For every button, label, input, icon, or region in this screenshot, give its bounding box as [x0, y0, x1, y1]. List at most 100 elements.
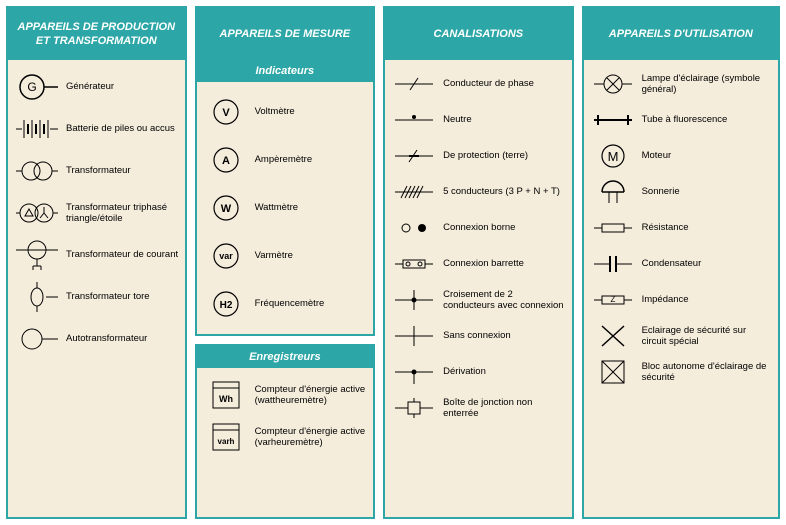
label: Transformateur tore: [66, 291, 150, 302]
strip-icon: [391, 249, 437, 279]
item-boite: Boîte de jonction non enterrée: [389, 390, 567, 426]
item-resistance: Résistance: [588, 210, 774, 246]
item-tube: Tube à fluorescence: [588, 102, 774, 138]
item-wattmetre: W Wattmètre: [201, 184, 370, 232]
item-impedance: Z Impédance: [588, 282, 774, 318]
item-derivation: Dérivation: [389, 354, 567, 390]
item-transfo-triphase: Transformateur triphasé triangle/étoile: [12, 192, 181, 234]
col3-items: Conducteur de phase Neutre De protection…: [385, 60, 571, 517]
tore-transformer-icon: [14, 280, 60, 314]
motor-icon: M: [590, 141, 636, 171]
label: Compteur d'énergie active (wattheuremètr…: [255, 384, 368, 407]
label: Fréquencemètre: [255, 298, 325, 309]
label: Connexion borne: [443, 222, 515, 233]
col2-header: APPAREILS DE MESURE: [197, 8, 374, 60]
col-mesure: APPAREILS DE MESURE Indicateurs V Voltmè…: [195, 6, 376, 519]
svg-text:A: A: [222, 155, 230, 167]
label: Moteur: [642, 150, 672, 161]
col-utilisation: APPAREILS D'UTILISATION Lampe d'éclairag…: [582, 6, 780, 519]
item-transfo: Transformateur: [12, 150, 181, 192]
item-bloc-autonome: Bloc autonome d'éclairage de sécurité: [588, 354, 774, 390]
enregistreurs-items: Wh Compteur d'énergie active (wattheurem…: [197, 368, 374, 517]
item-lampe: Lampe d'éclairage (symbole général): [588, 66, 774, 102]
item-amperemetre: A Ampèremètre: [201, 136, 370, 184]
svg-text:Wh: Wh: [219, 394, 233, 404]
varh-meter-icon: varh: [203, 420, 249, 454]
svg-text:V: V: [222, 107, 230, 119]
svg-text:G: G: [27, 80, 36, 94]
col1-items: G Générateur Batterie de piles ou accus …: [8, 60, 185, 517]
item-condensateur: Condensateur: [588, 246, 774, 282]
label: Wattmètre: [255, 202, 298, 213]
sub-indicateurs: Indicateurs: [197, 60, 374, 82]
item-transfo-tore: Transformateur tore: [12, 276, 181, 318]
sub-enregistreurs: Enregistreurs: [197, 346, 374, 368]
label: Autotransformateur: [66, 333, 147, 344]
col1-header: APPAREILS DE PRODUCTION ET TRANSFORMATIO…: [8, 8, 185, 60]
no-conn-icon: [391, 321, 437, 351]
freqmeter-icon: H2: [203, 287, 249, 321]
terminal-icon: [391, 213, 437, 243]
label: Impédance: [642, 294, 689, 305]
phase-icon: [391, 69, 437, 99]
col-canalisations: CANALISATIONS Conducteur de phase Neutre…: [383, 6, 573, 519]
impedance-icon: Z: [590, 285, 636, 315]
col3-header: CANALISATIONS: [385, 8, 571, 60]
item-borne: Connexion borne: [389, 210, 567, 246]
neutral-icon: [391, 105, 437, 135]
item-voltmetre: V Voltmètre: [201, 88, 370, 136]
label: Conducteur de phase: [443, 78, 534, 89]
ammeter-icon: A: [203, 143, 249, 177]
item-phase: Conducteur de phase: [389, 66, 567, 102]
item-transfo-courant: Transformateur de courant: [12, 234, 181, 276]
security-light-icon: [590, 321, 636, 351]
label: Sans connexion: [443, 330, 511, 341]
lamp-icon: [590, 69, 636, 99]
item-generateur: G Générateur: [12, 66, 181, 108]
item-terre: De protection (terre): [389, 138, 567, 174]
crossing-conn-icon: [391, 285, 437, 315]
col4-header: APPAREILS D'UTILISATION: [584, 8, 778, 60]
label: Résistance: [642, 222, 689, 233]
item-varmetre: var Varmètre: [201, 232, 370, 280]
voltmeter-icon: V: [203, 95, 249, 129]
label: Bloc autonome d'éclairage de sécurité: [642, 361, 772, 384]
label: Neutre: [443, 114, 472, 125]
label: Batterie de piles ou accus: [66, 123, 175, 134]
current-transformer-icon: [14, 238, 60, 272]
col-production: APPAREILS DE PRODUCTION ET TRANSFORMATIO…: [6, 6, 187, 519]
label: Connexion barrette: [443, 258, 524, 269]
item-batterie: Batterie de piles ou accus: [12, 108, 181, 150]
item-eclairage-sec: Eclairage de sécurité sur circuit spécia…: [588, 318, 774, 354]
item-moteur: M Moteur: [588, 138, 774, 174]
svg-text:W: W: [220, 203, 231, 215]
svg-text:Z: Z: [610, 295, 615, 304]
earth-icon: [391, 141, 437, 171]
item-wh: Wh Compteur d'énergie active (wattheurem…: [201, 374, 370, 416]
item-frequencemetre: H2 Fréquencemètre: [201, 280, 370, 328]
label: Tube à fluorescence: [642, 114, 728, 125]
junction-box-icon: [391, 393, 437, 423]
label: Eclairage de sécurité sur circuit spécia…: [642, 325, 772, 348]
resistor-icon: [590, 213, 636, 243]
label: Voltmètre: [255, 106, 295, 117]
label: Dérivation: [443, 366, 486, 377]
item-croisement: Croisement de 2 conducteurs avec connexi…: [389, 282, 567, 318]
label: Boîte de jonction non enterrée: [443, 397, 565, 420]
bell-icon: [590, 177, 636, 207]
label: Transformateur: [66, 165, 131, 176]
item-barrette: Connexion barrette: [389, 246, 567, 282]
label: Varmètre: [255, 250, 293, 261]
transformer-icon: [14, 154, 60, 188]
label: 5 conducteurs (3 P + N + T): [443, 186, 560, 197]
label: Sonnerie: [642, 186, 680, 197]
label: Condensateur: [642, 258, 702, 269]
item-sonnerie: Sonnerie: [588, 174, 774, 210]
label: Transformateur de courant: [66, 249, 178, 260]
wh-meter-icon: Wh: [203, 378, 249, 412]
capacitor-icon: [590, 249, 636, 279]
branch-icon: [391, 357, 437, 387]
autotransformer-icon: [14, 322, 60, 356]
varmeter-icon: var: [203, 239, 249, 273]
tri-transformer-icon: [14, 196, 60, 230]
